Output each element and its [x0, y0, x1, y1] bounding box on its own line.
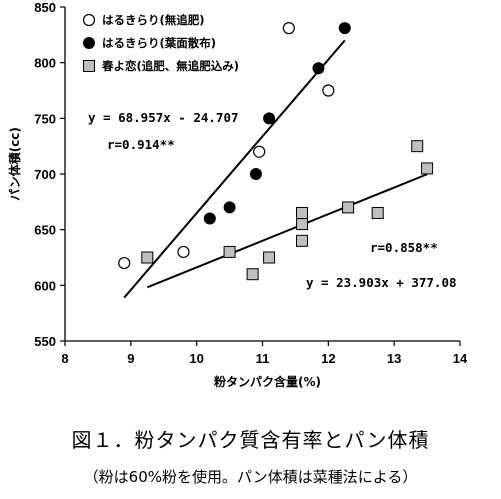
- regression-line: [123, 39, 346, 299]
- y-axis-title: パン体積(cc): [7, 127, 22, 201]
- y-tick-label: 850: [34, 0, 56, 15]
- x-tick-label: 11: [256, 351, 270, 366]
- data-point: [263, 112, 276, 125]
- data-point: [296, 206, 308, 219]
- figure-subcaption: （粉は60%粉を使用。パン体積は菜種法による）: [83, 468, 418, 486]
- data-point: [141, 251, 154, 264]
- y-tick-label: 800: [34, 56, 56, 71]
- data-point: [296, 234, 308, 247]
- y-tick-label: 750: [34, 111, 56, 126]
- legend-marker: [83, 60, 95, 72]
- x-axis-title: 粉タンパク含量(%): [214, 374, 321, 389]
- legend-label: はるきらり(葉面散布): [102, 36, 216, 50]
- x-tick-label: 12: [321, 351, 335, 366]
- axes: 8 9 10 11 12 13 14 550 600 650 700 750 800 850: [34, 0, 468, 366]
- regression-line: [146, 173, 428, 289]
- data-point: [338, 22, 351, 35]
- y-tick-label: 650: [34, 223, 56, 238]
- x-tick-label: 8: [61, 351, 68, 366]
- legend: はるきらり(無追肥) はるきらり(葉面散布) 春よ恋(追肥、無追肥込み): [79, 8, 273, 80]
- data-point: [282, 22, 295, 35]
- legend-marker: [83, 37, 95, 49]
- legend-label: はるきらり(無追肥): [102, 13, 205, 27]
- y-tick-label: 600: [34, 278, 56, 293]
- annotations: y = 68.957x - 24.707 r=0.914** r=0.858** y …: [88, 110, 457, 290]
- regression-lines: [123, 39, 428, 299]
- regression-equation: y = 68.957x - 24.707: [88, 110, 239, 125]
- data-point: [223, 245, 236, 258]
- legend-box: [79, 8, 273, 80]
- correlation-label: r=0.914**: [107, 137, 175, 152]
- data-point: [249, 168, 262, 180]
- y-tick-label: 700: [34, 167, 56, 182]
- data-points: [118, 22, 434, 281]
- data-point: [203, 212, 216, 225]
- data-point: [296, 218, 308, 231]
- data-point: [371, 206, 384, 219]
- scatter-chart: 8 9 10 11 12 13 14 550 600 650 700 750 800 850 はるきらり(…: [7, 0, 468, 389]
- regression-equation: y = 23.903x + 377.08: [306, 275, 457, 290]
- legend-label: 春よ恋(追肥、無追肥込み): [102, 59, 239, 73]
- correlation-label: r=0.858**: [370, 240, 438, 255]
- data-point: [246, 268, 259, 281]
- data-point: [263, 251, 276, 264]
- data-point: [342, 201, 355, 214]
- x-tick-label: 9: [127, 351, 134, 366]
- data-point: [312, 62, 325, 75]
- axis-labels: 粉タンパク含量(%) パン体積(cc): [7, 127, 321, 389]
- data-point: [177, 245, 190, 259]
- data-point: [118, 256, 131, 270]
- x-tick-label: 10: [189, 351, 203, 366]
- data-point: [411, 140, 424, 153]
- x-tick-label: 13: [387, 351, 401, 366]
- data-point: [421, 162, 434, 175]
- legend-marker: [82, 13, 96, 27]
- figure-caption: 図１．粉タンパク質含有率とパン体積: [71, 428, 430, 452]
- data-point: [322, 84, 335, 97]
- data-point: [253, 145, 266, 158]
- x-tick-label: 14: [453, 351, 468, 366]
- y-tick-label: 550: [34, 334, 56, 349]
- data-point: [223, 201, 236, 214]
